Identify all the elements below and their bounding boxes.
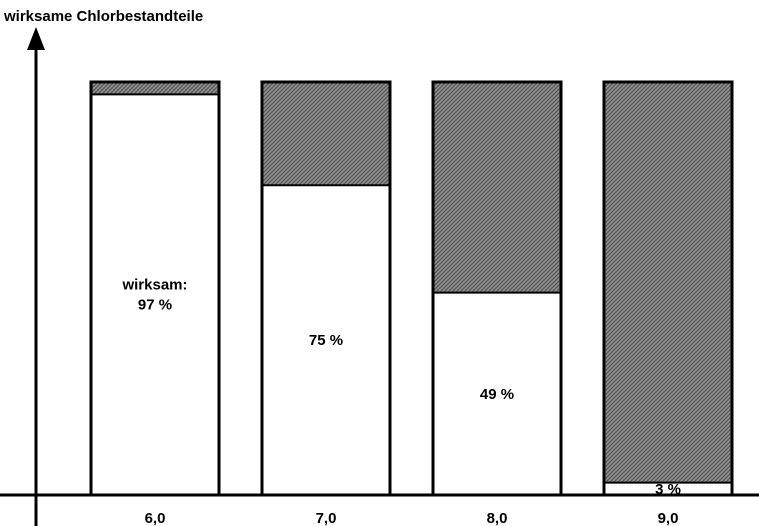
bars: wirksam: 97 % 6,0 75 % 7,0 49 % 8,0 3 % 9,0 bbox=[89, 80, 734, 526]
data-label-2: 49 % bbox=[480, 386, 514, 403]
bar-outline-1 bbox=[260, 80, 392, 497]
bar-outline-3 bbox=[602, 80, 734, 497]
bar-outline-0 bbox=[89, 80, 221, 497]
bar-inactive-0 bbox=[91, 82, 219, 95]
bar-active-3 bbox=[604, 482, 732, 495]
bar-active-1 bbox=[262, 185, 390, 495]
bar-outline-2 bbox=[431, 80, 563, 497]
x-tick-label-0: 6,0 bbox=[145, 510, 166, 526]
x-tick-label-3: 9,0 bbox=[658, 510, 679, 526]
x-tick-label-2: 8,0 bbox=[487, 510, 508, 526]
data-label-0-1: 97 % bbox=[138, 297, 172, 314]
y-axis-title: wirksame Chlorbestandteile bbox=[3, 8, 203, 25]
bar-inactive-2 bbox=[433, 82, 561, 293]
bar-active-2 bbox=[433, 292, 561, 495]
x-tick-label-1: 7,0 bbox=[316, 510, 337, 526]
y-axis-arrow bbox=[27, 27, 45, 50]
bar-inactive-3 bbox=[604, 82, 732, 483]
data-label-1: 75 % bbox=[309, 332, 343, 349]
bar-active-0 bbox=[91, 94, 219, 495]
data-label-3: 3 % bbox=[655, 481, 681, 498]
bar-inactive-1 bbox=[262, 82, 390, 186]
data-label-0-0: wirksam: bbox=[121, 277, 187, 294]
